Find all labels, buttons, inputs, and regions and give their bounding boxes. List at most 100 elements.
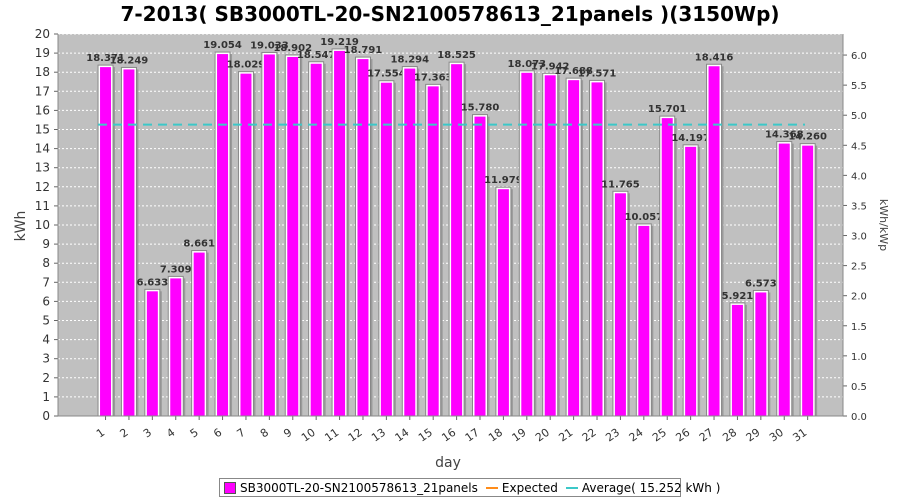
bar-value-label: 17.554 <box>367 69 406 80</box>
bar-value-label: 17.571 <box>578 68 617 79</box>
legend-label-expected: Expected <box>501 480 558 495</box>
bar <box>685 146 697 417</box>
y-tick-label: 13 <box>35 161 50 175</box>
x-tick-label: 7 <box>234 426 247 441</box>
x-tick-label: 18 <box>486 426 505 445</box>
bar-value-label: 18.902 <box>273 43 312 54</box>
bar-value-label: 18.029 <box>227 60 266 71</box>
y2-tick-label: 1.5 <box>851 322 867 333</box>
y2-axis-title: kWh/kWp <box>877 199 890 251</box>
y2-tick-label: 3.5 <box>851 201 867 212</box>
legend-item-expected: Expected <box>485 480 558 495</box>
x-tick-label: 30 <box>767 426 786 445</box>
x-tick-label: 9 <box>281 426 294 441</box>
x-tick-label: 5 <box>188 426 201 441</box>
y-tick-label: 12 <box>35 180 50 194</box>
y-tick-label: 8 <box>42 256 50 270</box>
y-tick-label: 20 <box>35 27 50 41</box>
bar <box>614 193 626 416</box>
bar-value-label: 5.921 <box>722 291 754 302</box>
legend: SB3000TL-20-SN2100578613_21panels Expect… <box>219 478 720 497</box>
bar <box>123 69 135 417</box>
legend-swatch-average <box>565 486 578 489</box>
y2-tick-label: 2.5 <box>851 262 867 273</box>
x-tick-label: 25 <box>650 426 669 445</box>
bar <box>240 73 252 416</box>
bar-value-label: 18.294 <box>390 55 429 66</box>
x-tick-label: 17 <box>463 426 482 445</box>
y-tick-label: 0 <box>42 409 50 423</box>
bar <box>357 59 369 417</box>
bar-value-label: 17.942 <box>531 61 570 72</box>
y-tick-label: 4 <box>42 333 50 347</box>
bar <box>263 54 275 417</box>
bar-value-label: 18.073 <box>508 59 547 70</box>
y-tick-label: 6 <box>42 294 50 308</box>
bar-value-label: 18.525 <box>437 50 476 61</box>
bar-value-label: 18.416 <box>695 52 734 63</box>
bar-value-label: 17.688 <box>554 66 593 77</box>
legend-item-series: SB3000TL-20-SN2100578613_21panels <box>224 481 478 495</box>
bar <box>708 66 720 417</box>
x-tick-label: 24 <box>627 426 646 445</box>
bar-value-label: 15.701 <box>648 104 687 115</box>
x-tick-label: 15 <box>416 426 435 445</box>
y2-tick-label: 5.0 <box>851 111 867 122</box>
bar <box>661 118 673 416</box>
y2-tick-label: 5.5 <box>851 81 867 92</box>
bar <box>497 189 509 416</box>
x-tick-label: 16 <box>439 426 458 445</box>
bar <box>731 304 743 416</box>
bar <box>755 292 767 416</box>
x-tick-label: 28 <box>720 426 739 445</box>
bar <box>404 68 416 417</box>
y-tick-label: 11 <box>35 199 50 213</box>
x-tick-label: 4 <box>164 426 177 441</box>
bar <box>193 252 205 416</box>
x-tick-label: 19 <box>510 426 529 445</box>
y2-tick-label: 4.5 <box>851 141 867 152</box>
bar <box>544 75 556 416</box>
bar <box>170 278 182 416</box>
chart-title: 7-2013( SB3000TL-20-SN2100578613_21panel… <box>120 2 780 26</box>
bar-value-label: 15.780 <box>461 103 500 114</box>
x-axis-title: day <box>435 455 461 471</box>
x-tick-label: 20 <box>533 426 552 445</box>
bar-value-label: 18.547 <box>297 50 336 61</box>
bar <box>100 67 112 417</box>
y-tick-label: 18 <box>35 65 50 79</box>
bar-value-label: 18.249 <box>110 55 149 66</box>
bar-value-label: 18.371 <box>86 53 125 64</box>
bar <box>638 225 650 416</box>
bar-value-label: 19.033 <box>250 40 289 51</box>
bar <box>427 86 439 416</box>
bar-value-label: 11.765 <box>601 179 640 190</box>
bar-value-label: 19.219 <box>320 37 359 48</box>
y-tick-label: 19 <box>35 46 50 60</box>
bar-value-label: 8.661 <box>183 239 215 250</box>
legend-label-series: SB3000TL-20-SN2100578613_21panels <box>240 480 478 495</box>
x-tick-label: 3 <box>141 426 154 441</box>
y2-tick-label: 6.0 <box>851 51 867 62</box>
x-tick-label: 6 <box>211 426 224 441</box>
bar-value-label: 14.197 <box>671 133 710 144</box>
legend-swatch-series <box>224 481 236 494</box>
y-tick-label: 1 <box>42 390 50 404</box>
legend-swatch-expected <box>485 486 498 489</box>
y-tick-label: 9 <box>42 237 50 251</box>
bar <box>568 80 580 416</box>
x-tick-label: 22 <box>580 426 599 445</box>
x-tick-label: 8 <box>258 426 271 441</box>
x-tick-label: 23 <box>603 426 622 445</box>
bar <box>802 145 814 416</box>
y2-tick-label: 0.5 <box>851 382 867 393</box>
x-tick-label: 13 <box>369 426 388 445</box>
bar-value-label: 11.979 <box>484 175 523 186</box>
x-tick-label: 21 <box>556 426 575 445</box>
bar <box>146 291 158 416</box>
x-tick-label: 31 <box>790 426 809 445</box>
y-tick-label: 16 <box>35 103 50 117</box>
y-tick-label: 7 <box>42 275 50 289</box>
bar-value-label: 17.363 <box>414 72 453 83</box>
